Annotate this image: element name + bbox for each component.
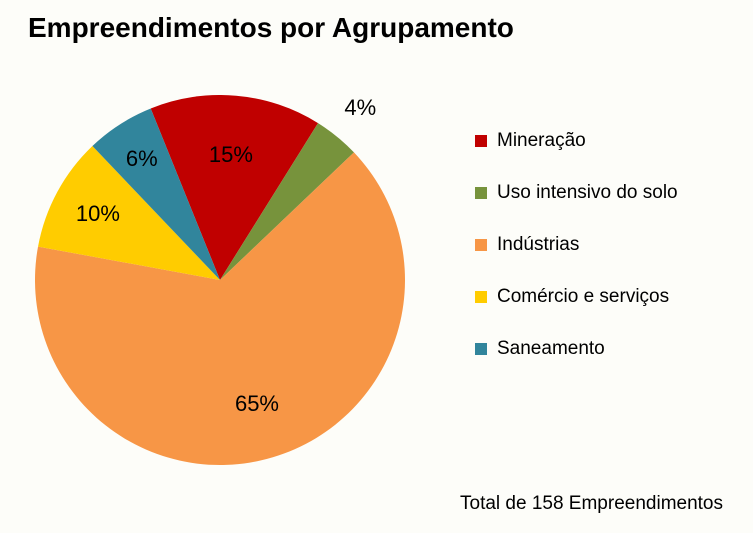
legend-swatch [475,343,487,355]
legend-item: Indústrias [475,234,678,256]
legend-label: Saneamento [497,338,605,360]
legend-item: Comércio e serviços [475,286,678,308]
pie-area: 15%4%65%10%6% [35,95,405,465]
chart-container: Empreendimentos por Agrupamento 15%4%65%… [0,0,753,533]
legend-label: Indústrias [497,234,579,256]
legend-item: Mineração [475,130,678,152]
pie-chart [35,95,405,465]
chart-title: Empreendimentos por Agrupamento [28,12,514,44]
legend-swatch [475,135,487,147]
legend-swatch [475,239,487,251]
legend-label: Uso intensivo do solo [497,182,678,204]
legend-label: Comércio e serviços [497,286,669,308]
legend-item: Uso intensivo do solo [475,182,678,204]
legend-item: Saneamento [475,338,678,360]
legend-swatch [475,187,487,199]
legend-label: Mineração [497,130,586,152]
chart-footer: Total de 158 Empreendimentos [460,493,723,515]
legend: Mineração Uso intensivo do solo Indústrias… [475,130,678,390]
legend-swatch [475,291,487,303]
